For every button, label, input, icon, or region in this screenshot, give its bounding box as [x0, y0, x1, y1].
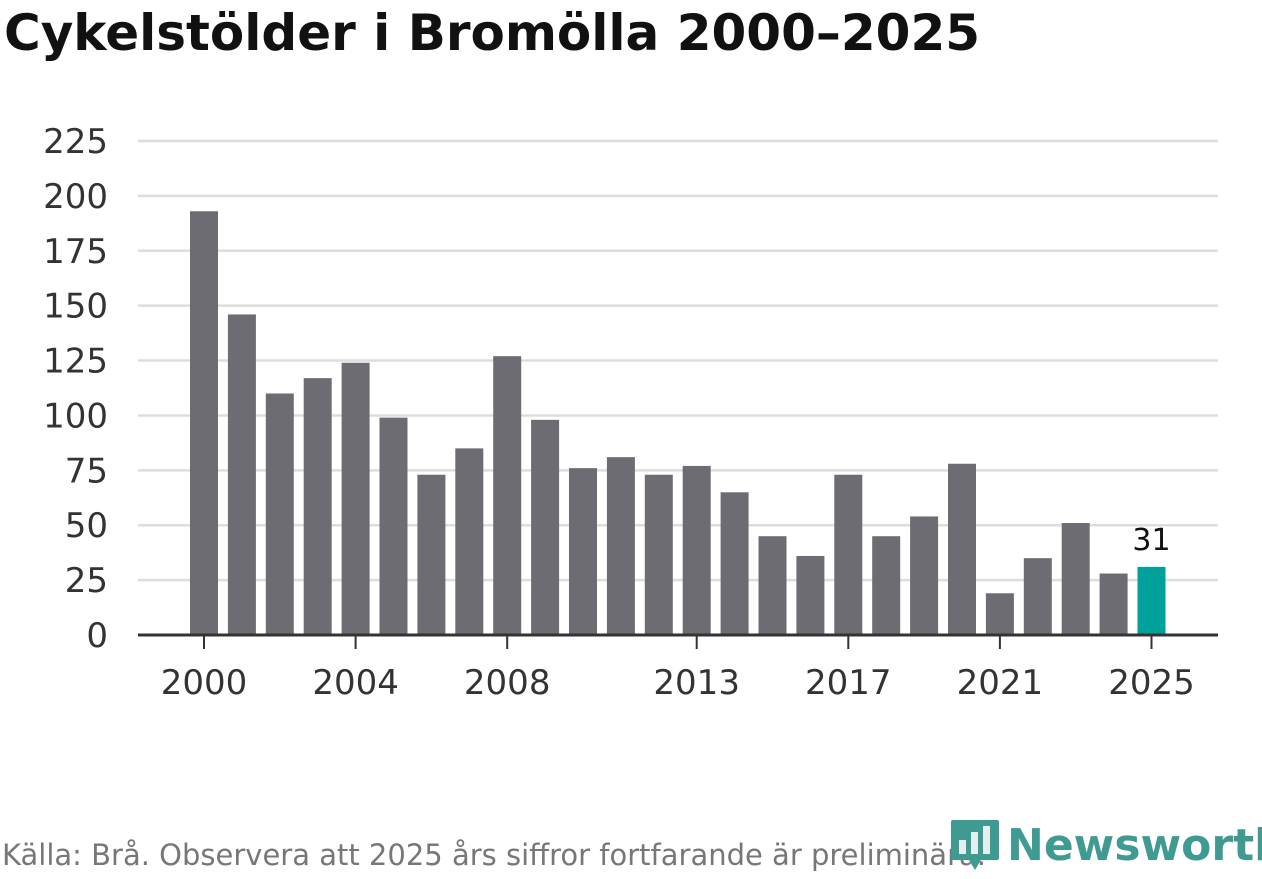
- x-tick-label: 2017: [805, 663, 892, 703]
- source-note: Källa: Brå. Observera att 2025 års siffr…: [2, 838, 986, 872]
- bar-2005: [379, 417, 408, 635]
- newsworthy-chart-icon: [951, 820, 999, 870]
- bar-2008: [493, 356, 522, 635]
- bar-2012: [644, 474, 673, 635]
- logo-text: Newsworthy: [1007, 819, 1262, 871]
- bar-2001: [227, 314, 256, 635]
- bar-2003: [303, 378, 332, 635]
- y-tick-label: 175: [43, 232, 108, 272]
- bar-2014: [720, 492, 749, 635]
- bar-2006: [417, 474, 446, 635]
- y-tick-label: 150: [43, 287, 108, 327]
- bar-2019: [910, 516, 939, 635]
- y-tick-label: 100: [43, 396, 108, 436]
- y-tick-label: 225: [43, 122, 108, 162]
- bar-2004: [341, 362, 370, 635]
- x-axis: 2000 2004 2008 2013 2017 2021 2025: [138, 633, 1218, 703]
- bar-2023: [1061, 523, 1090, 635]
- y-tick-label: 125: [43, 342, 108, 382]
- y-tick-label: 50: [65, 506, 108, 546]
- bar-2007: [455, 448, 484, 635]
- bar-2000: [190, 211, 218, 635]
- bar-2016: [796, 555, 825, 635]
- chart-title: Cykelstölder i Bromölla 2000–2025: [4, 4, 981, 62]
- data-labels: 31: [1132, 523, 1170, 558]
- bar-2013: [682, 465, 711, 635]
- x-tick-label: 2021: [957, 663, 1044, 703]
- grid-lines: [138, 139, 1218, 582]
- bar-2017: [834, 474, 863, 635]
- bar-2010: [569, 468, 597, 635]
- newsworthy-logo: Newsworthy: [951, 818, 1262, 872]
- x-tick-label: 2008: [464, 663, 551, 703]
- y-tick-label: 200: [43, 177, 108, 217]
- bar-2011: [606, 457, 635, 635]
- bar-2021: [985, 593, 1014, 635]
- x-tick-label: 2004: [312, 663, 399, 703]
- data-label-highlight: 31: [1132, 523, 1170, 558]
- x-tick-label: 2025: [1108, 663, 1195, 703]
- bar-2015: [758, 536, 787, 635]
- x-tick-label: 2013: [653, 663, 740, 703]
- bar-2025: [1137, 566, 1166, 635]
- bar-2022: [1023, 558, 1052, 635]
- bar-2002: [265, 393, 294, 635]
- bar-2018: [872, 536, 901, 635]
- x-tick-label: 2000: [161, 663, 248, 703]
- y-axis-ticks: 0 25 50 75 100 125 150 175 200 225: [43, 122, 108, 656]
- bar-2024: [1099, 573, 1128, 635]
- y-tick-label: 25: [65, 561, 108, 601]
- bar-2009: [531, 419, 560, 635]
- bars: [190, 211, 1166, 635]
- bar-2020: [948, 463, 976, 635]
- y-tick-label: 75: [65, 451, 108, 491]
- y-tick-label: 0: [86, 616, 108, 656]
